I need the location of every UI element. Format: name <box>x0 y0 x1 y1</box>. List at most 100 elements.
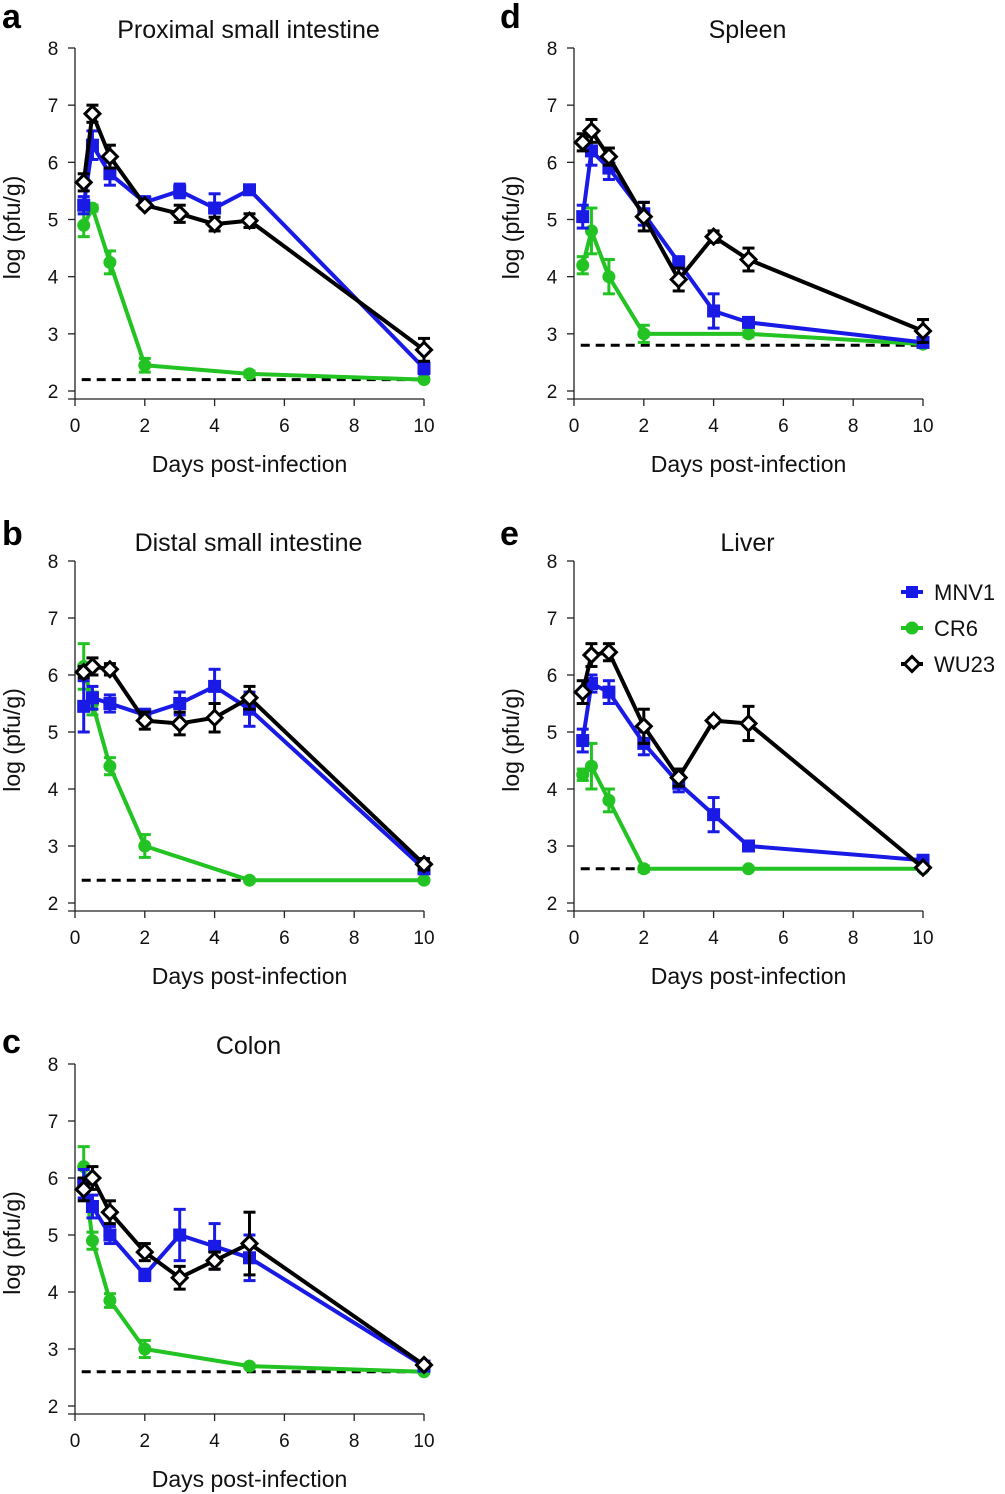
y-axis-label: log (pfu/g) <box>498 688 524 792</box>
y-tick-label: 8 <box>48 552 59 573</box>
data-point-mnv1 <box>138 1268 152 1282</box>
y-tick-label: 3 <box>48 325 59 346</box>
data-point-cr6 <box>602 270 616 284</box>
data-point-mnv1 <box>103 697 117 710</box>
data-point-cr6 <box>417 873 431 887</box>
series-line-cr6 <box>81 206 425 382</box>
data-point-cr6 <box>103 1294 117 1308</box>
series-wu23 <box>573 117 933 344</box>
chart-title: Proximal small intestine <box>117 16 380 44</box>
y-tick-label: 6 <box>48 153 59 174</box>
x-tick-label: 8 <box>349 1431 360 1452</box>
data-point-wu23 <box>170 204 190 224</box>
data-point-wu23 <box>599 642 619 662</box>
panel-letter: c <box>2 1023 21 1061</box>
series-cr6 <box>576 206 930 351</box>
x-tick-label: 0 <box>569 928 580 949</box>
x-tick-label: 2 <box>140 928 151 949</box>
y-tick-label: 8 <box>547 552 558 573</box>
y-axis-label: log (pfu/g) <box>498 176 524 280</box>
y-tick-label: 2 <box>547 894 558 915</box>
data-point-mnv1 <box>584 144 598 158</box>
y-axis-label: log (pfu/g) <box>0 688 25 792</box>
data-point-wu23 <box>239 211 260 231</box>
y-tick-label: 6 <box>547 666 558 687</box>
y-axis-label: log (pfu/g) <box>0 176 25 280</box>
x-tick-label: 4 <box>708 416 719 437</box>
data-point-cr6 <box>637 327 651 341</box>
data-point-mnv1 <box>173 1228 187 1242</box>
data-point-wu23 <box>100 146 120 167</box>
data-point-wu23 <box>100 659 120 679</box>
data-point-wu23 <box>204 214 225 234</box>
x-tick-label: 6 <box>279 416 290 437</box>
y-tick-label: 4 <box>48 780 59 801</box>
y-tick-label: 3 <box>48 837 59 858</box>
data-point-wu23 <box>703 227 724 247</box>
series-wu23 <box>74 1165 434 1375</box>
data-point-wu23 <box>135 710 155 731</box>
data-point-mnv1 <box>576 734 590 748</box>
data-point-cr6 <box>417 373 431 387</box>
y-tick-label: 3 <box>547 837 558 858</box>
y-tick-label: 4 <box>48 1283 59 1304</box>
x-tick-label: 4 <box>708 928 719 949</box>
data-point-wu23 <box>599 146 619 167</box>
data-point-mnv1 <box>707 808 721 822</box>
y-tick-label: 5 <box>48 723 59 744</box>
x-tick-label: 2 <box>639 928 650 949</box>
x-tick-label: 8 <box>848 928 859 949</box>
data-point-mnv1 <box>77 198 91 212</box>
y-tick-label: 3 <box>547 325 558 346</box>
data-point-cr6 <box>103 759 117 773</box>
y-tick-label: 3 <box>48 1340 59 1361</box>
data-point-mnv1 <box>672 255 686 269</box>
series-wu23 <box>573 642 933 878</box>
x-tick-label: 6 <box>279 1431 290 1452</box>
series-wu23 <box>74 656 434 874</box>
data-point-mnv1 <box>173 697 187 710</box>
x-tick-label: 0 <box>70 416 81 437</box>
series-mnv1 <box>576 135 930 349</box>
legend: MNV1 CR6 WU23 <box>901 580 995 677</box>
y-tick-label: 4 <box>48 268 59 289</box>
y-tick-label: 2 <box>48 382 59 403</box>
series-mnv1 <box>77 1167 431 1373</box>
data-point-cr6 <box>138 839 152 853</box>
y-tick-label: 7 <box>48 1112 59 1133</box>
legend-item-mnv1: MNV1 <box>901 580 995 605</box>
data-point-wu23 <box>669 269 689 290</box>
legend-label: CR6 <box>934 616 978 641</box>
panel-letter: b <box>2 515 23 553</box>
x-axis-label: Days post-infection <box>651 963 847 989</box>
data-point-cr6 <box>138 358 152 372</box>
chart-title: Distal small intestine <box>135 529 363 557</box>
y-tick-label: 2 <box>48 1397 59 1418</box>
data-point-cr6 <box>243 367 256 381</box>
series-cr6 <box>77 642 431 887</box>
data-point-mnv1 <box>576 210 590 224</box>
x-axis-label: Days post-infection <box>152 451 348 477</box>
data-point-wu23 <box>204 1251 225 1271</box>
data-point-wu23 <box>82 1168 103 1188</box>
x-tick-label: 4 <box>209 928 220 949</box>
y-tick-label: 5 <box>547 723 558 744</box>
data-point-wu23 <box>913 858 933 878</box>
series-line-mnv1 <box>580 681 924 863</box>
x-axis-label: Days post-infection <box>152 963 348 989</box>
data-point-wu23 <box>581 121 602 141</box>
x-tick-label: 4 <box>209 1431 220 1452</box>
data-point-wu23 <box>738 249 759 270</box>
data-point-cr6 <box>584 759 598 773</box>
data-point-wu23 <box>239 688 260 708</box>
chart-title: Liver <box>720 529 774 557</box>
data-point-cr6 <box>103 255 117 269</box>
data-point-mnv1 <box>208 1239 222 1253</box>
